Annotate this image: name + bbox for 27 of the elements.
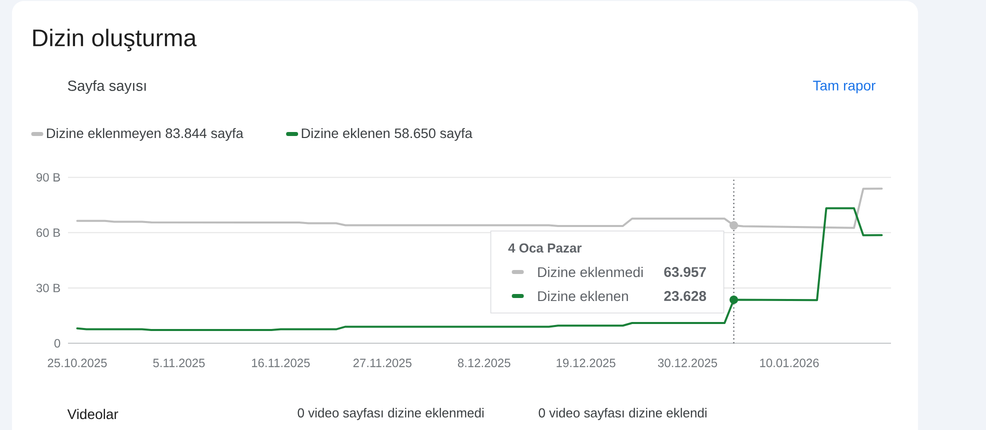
text: 0 video sayfası dizine eklendi	[538, 408, 706, 420]
y-tick-label: 60 B	[36, 228, 60, 237]
legend-label: Dizine eklenen 58.650 sayfa	[302, 128, 472, 141]
line-series	[76, 188, 883, 229]
x-tick-label: 25.10.2025	[48, 358, 107, 368]
text: Tam rapor	[813, 80, 876, 94]
line-series	[76, 207, 883, 332]
y-tick-label: 90 B	[36, 173, 60, 182]
x-tick-label: 16.11.2025	[252, 358, 310, 368]
annotation: 4 Oca Pazar	[508, 243, 582, 253]
annotation: 63.957	[664, 267, 706, 277]
text: 0 video sayfası dizine eklenmedi	[298, 408, 484, 420]
y-tick-label: 30 B	[36, 284, 60, 292]
y-tick-label: 0	[54, 339, 60, 348]
chart-title: Dizin oluşturma	[33, 28, 197, 52]
x-tick-label: 8.12.2025	[458, 358, 510, 368]
x-tick-label: 27.11.2025	[353, 358, 412, 368]
annotation: Dizine eklenen	[538, 290, 628, 302]
text: Videolar	[67, 408, 118, 420]
x-tick-label: 10.01.2026	[760, 358, 819, 368]
x-tick-label: 5.11.2025	[153, 358, 205, 368]
x-tick-label: 19.12.2025	[556, 358, 616, 368]
chart-subtitle: Sayfa sayısı	[68, 80, 146, 94]
x-tick-label: 30.12.2025	[658, 358, 718, 368]
annotation: 23.628	[664, 291, 706, 301]
annotation: Dizine eklenmedi	[538, 266, 643, 278]
legend-label: Dizine eklenmeyen 83.844 sayfa	[47, 128, 244, 141]
